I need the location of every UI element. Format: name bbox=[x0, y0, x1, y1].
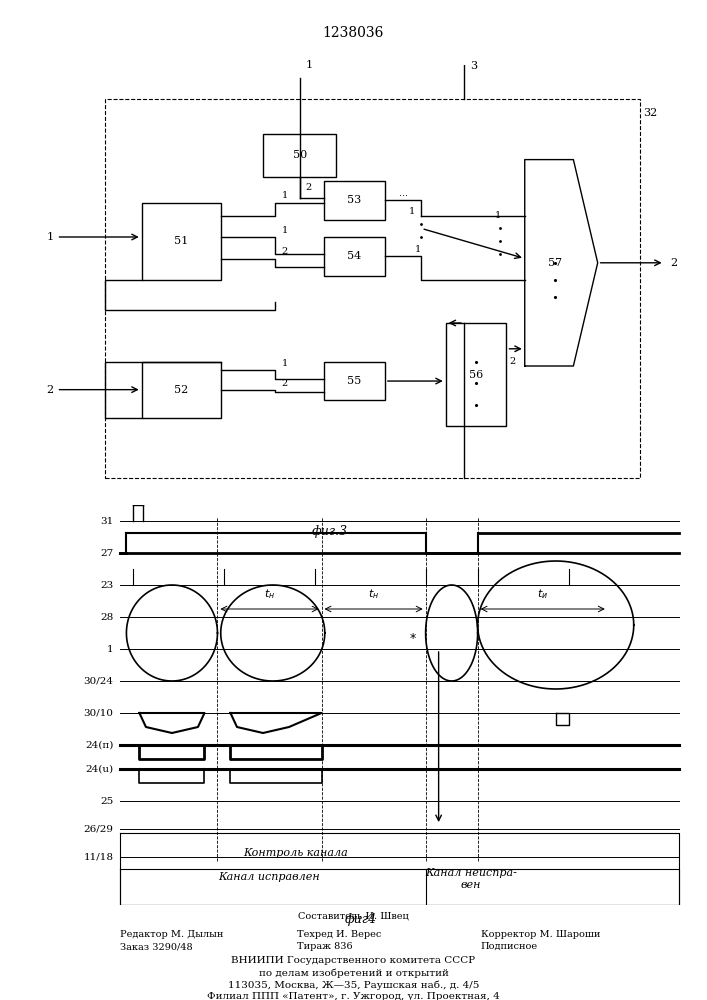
Text: 2: 2 bbox=[281, 379, 288, 388]
Text: Подписное: Подписное bbox=[481, 942, 538, 951]
Text: 1: 1 bbox=[281, 191, 288, 200]
Text: 54: 54 bbox=[347, 251, 361, 261]
Text: 25: 25 bbox=[100, 796, 113, 806]
Bar bbox=[324, 181, 385, 220]
Bar bbox=[141, 203, 221, 280]
Text: по делам изобретений и открытий: по делам изобретений и открытий bbox=[259, 968, 448, 978]
Text: 2: 2 bbox=[671, 258, 678, 268]
Text: 56: 56 bbox=[469, 370, 483, 380]
Text: фиг4: фиг4 bbox=[344, 913, 377, 926]
Text: Канал исправлен: Канал исправлен bbox=[218, 872, 320, 882]
Text: 1: 1 bbox=[306, 60, 313, 70]
Text: 11/18: 11/18 bbox=[83, 852, 113, 861]
Text: 24(п): 24(п) bbox=[85, 740, 113, 750]
Text: 27: 27 bbox=[100, 548, 113, 558]
Text: 1: 1 bbox=[409, 207, 415, 216]
Text: 1238036: 1238036 bbox=[323, 26, 384, 40]
Bar bbox=[263, 134, 337, 177]
Text: 1: 1 bbox=[281, 226, 288, 235]
Text: Техред И. Верес: Техред И. Верес bbox=[297, 930, 381, 939]
Text: 57: 57 bbox=[548, 258, 562, 268]
Bar bbox=[141, 362, 221, 418]
Text: 30/10: 30/10 bbox=[83, 708, 113, 718]
Text: 113035, Москва, Ж—35, Раушская наб., д. 4/5: 113035, Москва, Ж—35, Раушская наб., д. … bbox=[228, 980, 479, 990]
Bar bbox=[324, 362, 385, 400]
Text: $t_н$: $t_н$ bbox=[264, 587, 275, 601]
Text: 55: 55 bbox=[347, 376, 361, 386]
Text: 2: 2 bbox=[306, 183, 312, 192]
Text: Редактор М. Дылын: Редактор М. Дылын bbox=[120, 930, 223, 939]
Text: 32: 32 bbox=[643, 108, 658, 118]
Text: 1: 1 bbox=[281, 359, 288, 368]
Text: 3: 3 bbox=[470, 61, 477, 71]
Text: 23: 23 bbox=[100, 580, 113, 589]
Text: ...: ... bbox=[399, 188, 408, 198]
Text: 53: 53 bbox=[347, 195, 361, 205]
Text: 2: 2 bbox=[47, 385, 54, 395]
Bar bbox=[105, 99, 641, 478]
Text: 50: 50 bbox=[293, 150, 307, 160]
Text: Канал неиспра-
вен: Канал неиспра- вен bbox=[425, 868, 517, 890]
Text: 52: 52 bbox=[174, 385, 188, 395]
Text: 2: 2 bbox=[510, 357, 515, 366]
Text: 1: 1 bbox=[494, 211, 501, 220]
Polygon shape bbox=[525, 160, 597, 366]
Text: 1: 1 bbox=[415, 245, 421, 254]
Text: 30/24: 30/24 bbox=[83, 676, 113, 686]
Text: 28: 28 bbox=[100, 612, 113, 621]
Text: Тираж 836: Тираж 836 bbox=[297, 942, 353, 951]
Text: фиг.3: фиг.3 bbox=[312, 525, 349, 538]
Text: 31: 31 bbox=[100, 516, 113, 526]
Text: Составитель И. Швец: Составитель И. Швец bbox=[298, 912, 409, 921]
Text: 26/29: 26/29 bbox=[83, 824, 113, 834]
Text: Заказ 3290/48: Заказ 3290/48 bbox=[120, 942, 193, 951]
Text: 51: 51 bbox=[174, 236, 188, 246]
Text: Филиал ППП «Патент», г. Ужгород, ул. Проектная, 4: Филиал ППП «Патент», г. Ужгород, ул. Про… bbox=[207, 992, 500, 1000]
Bar bbox=[445, 323, 506, 426]
Bar bbox=[324, 237, 385, 276]
Text: 1: 1 bbox=[47, 232, 54, 242]
Text: Контроль канала: Контроль канала bbox=[243, 848, 348, 858]
Text: Корректор М. Шароши: Корректор М. Шароши bbox=[481, 930, 600, 939]
Text: ВНИИПИ Государственного комитета СССР: ВНИИПИ Государственного комитета СССР bbox=[231, 956, 476, 965]
Text: 2: 2 bbox=[281, 247, 288, 256]
Text: $t_н$: $t_н$ bbox=[368, 587, 379, 601]
Text: 24(u): 24(u) bbox=[86, 764, 113, 774]
Text: $t_и$: $t_и$ bbox=[537, 587, 548, 601]
Text: 1: 1 bbox=[107, 645, 113, 654]
Text: *: * bbox=[409, 632, 416, 645]
